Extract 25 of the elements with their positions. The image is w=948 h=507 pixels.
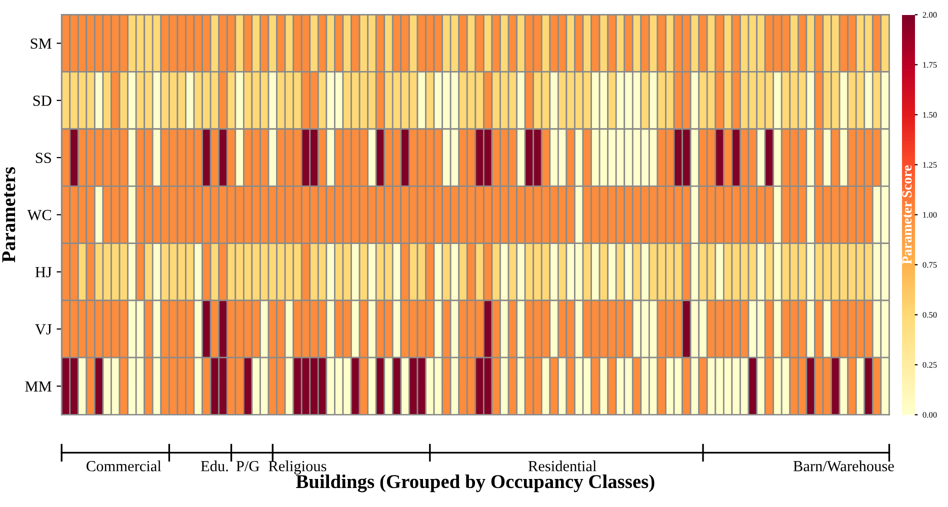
y-tick-label: SD <box>33 96 52 106</box>
y-axis-title: Parameters <box>2 167 16 262</box>
color-bar-label: 1.50 <box>923 112 937 118</box>
y-tick-label: SM <box>30 38 52 49</box>
x-tick-label: Residential <box>528 460 596 472</box>
color-bar-label: 2.00 <box>922 12 937 18</box>
color-bar-label: 1.25 <box>923 162 937 168</box>
color-bar-label: 0.50 <box>922 312 937 318</box>
x-axis-title: Buildings (Grouped by Occupancy Classes) <box>296 474 654 492</box>
y-tick-label: WC <box>27 210 52 220</box>
y-tick-label: HJ <box>35 267 52 278</box>
color-bar-label: 0.75 <box>922 262 937 268</box>
color-bar-title: Parameter Score <box>902 165 912 264</box>
y-tick-label: MM <box>25 381 52 392</box>
color-bar-label: 1.75 <box>923 62 937 68</box>
x-tick-label: P/G <box>236 461 260 472</box>
x-tick-label: Religious <box>268 460 326 474</box>
color-bar-label: 1.00 <box>923 212 937 218</box>
x-tick-label: Barn/Warehouse <box>793 460 894 472</box>
x-tick-label: Commercial <box>86 460 162 472</box>
y-tick-label: VJ <box>35 324 52 335</box>
y-tick-label: SS <box>36 152 51 164</box>
color-bar-label: 0.00 <box>922 412 937 418</box>
color-bar-label: 0.25 <box>922 362 937 368</box>
x-tick-label: Edu. <box>200 460 228 472</box>
